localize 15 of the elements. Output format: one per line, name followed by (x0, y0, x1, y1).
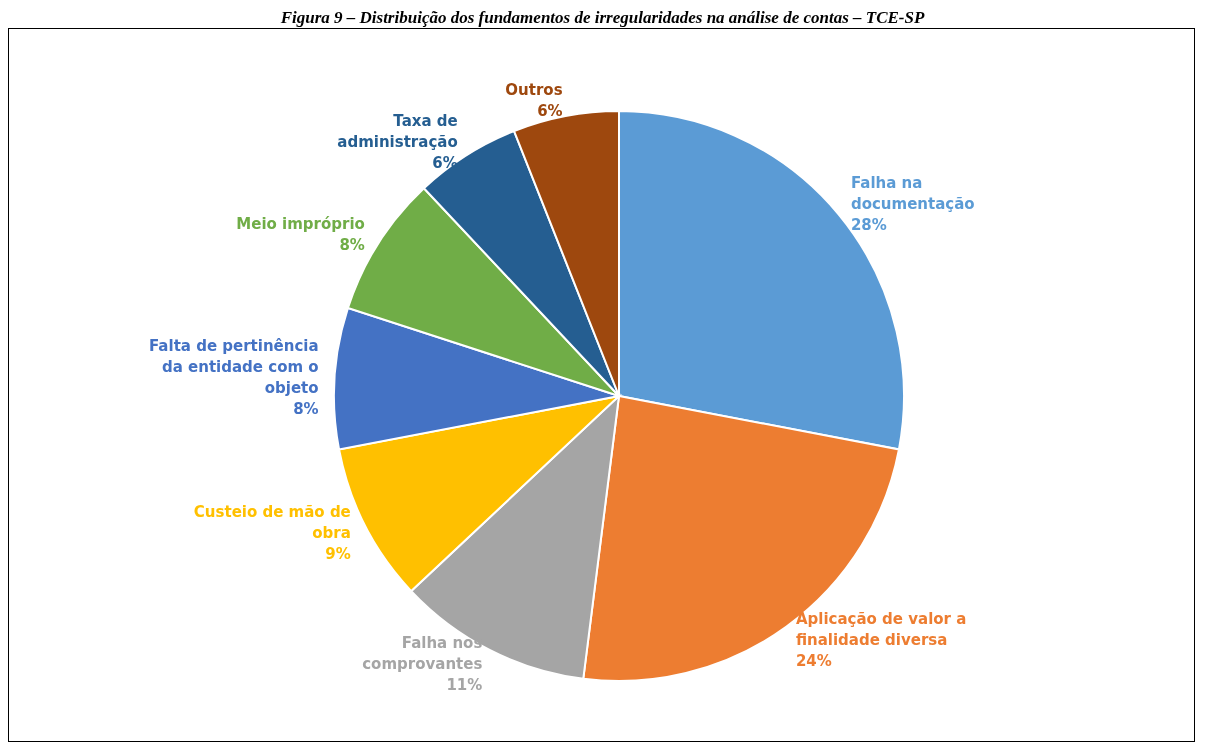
slice-label: Custeio de mão de obra (193, 502, 351, 542)
slice-label: Taxa de administração (337, 111, 458, 151)
data-label: 9% (325, 544, 351, 563)
data-label: 28% (850, 215, 887, 234)
slice-label: Falha na documentação (850, 173, 975, 213)
chart-title: Figura 9 – Distribuição dos fundamentos de irregularidades na análise de contas – TCE-SP (279, 8, 926, 28)
slice-label: Aplicação de valor a finalidade diversa (795, 609, 967, 649)
data-label: 8% (339, 235, 365, 254)
data-label: 24% (795, 651, 832, 670)
slice-label: Falta de pertinência da entidade com o objeto (149, 336, 319, 397)
data-label: 8% (293, 399, 319, 418)
data-label: 6% (537, 101, 563, 120)
data-label: 11% (446, 675, 483, 694)
slice-label: Meio impróprio (236, 214, 365, 233)
slice-label: Outros (505, 80, 563, 99)
